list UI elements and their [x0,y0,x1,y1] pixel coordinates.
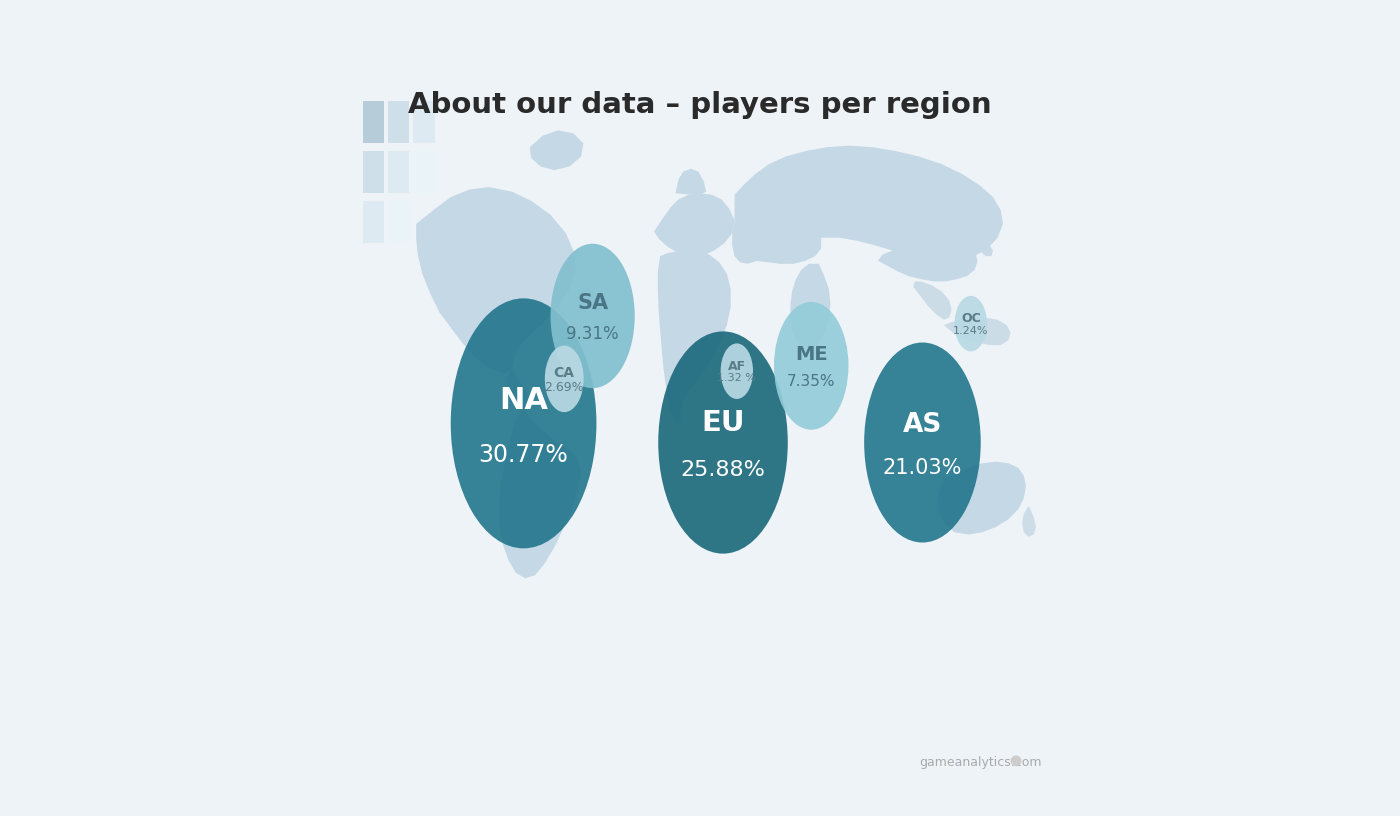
Polygon shape [1022,506,1036,537]
Text: AS: AS [903,411,942,437]
Polygon shape [416,187,575,374]
Polygon shape [791,264,830,348]
Polygon shape [675,169,706,195]
Text: 1.24%: 1.24% [953,326,988,335]
Text: 7.35%: 7.35% [787,375,836,389]
Polygon shape [507,370,529,412]
Polygon shape [658,251,731,425]
Circle shape [1011,756,1022,766]
Polygon shape [913,282,952,320]
Ellipse shape [658,331,788,553]
Text: 9.31%: 9.31% [567,325,619,343]
Ellipse shape [774,302,848,430]
Text: gameanalytics.com: gameanalytics.com [918,756,1042,769]
FancyBboxPatch shape [363,101,384,144]
Text: AF: AF [728,360,746,373]
FancyBboxPatch shape [413,101,434,144]
Text: NA: NA [498,386,547,415]
FancyBboxPatch shape [388,151,409,193]
Text: 1.32 %: 1.32 % [717,373,756,384]
Ellipse shape [550,244,634,388]
Text: 2.69%: 2.69% [545,381,584,393]
Polygon shape [944,317,1011,345]
Text: 21.03%: 21.03% [883,458,962,477]
FancyBboxPatch shape [388,101,409,144]
Text: SA: SA [577,293,608,313]
FancyBboxPatch shape [413,151,434,193]
FancyBboxPatch shape [363,151,384,193]
Polygon shape [878,237,977,282]
FancyBboxPatch shape [388,201,409,243]
Ellipse shape [864,343,981,543]
Ellipse shape [721,344,753,399]
Polygon shape [654,193,735,256]
Ellipse shape [955,296,987,352]
Text: About our data – players per region: About our data – players per region [409,91,991,119]
Text: EU: EU [701,409,745,437]
Text: 25.88%: 25.88% [680,460,766,481]
Ellipse shape [451,299,596,548]
Text: CA: CA [554,366,575,380]
Polygon shape [732,146,1002,264]
Ellipse shape [545,345,584,412]
Text: OC: OC [960,313,980,325]
Polygon shape [498,408,581,579]
FancyBboxPatch shape [363,201,384,243]
Polygon shape [938,462,1026,534]
Polygon shape [976,236,993,256]
Polygon shape [529,131,584,171]
Text: 30.77%: 30.77% [479,442,568,467]
Polygon shape [735,220,822,264]
Text: ME: ME [795,345,827,364]
